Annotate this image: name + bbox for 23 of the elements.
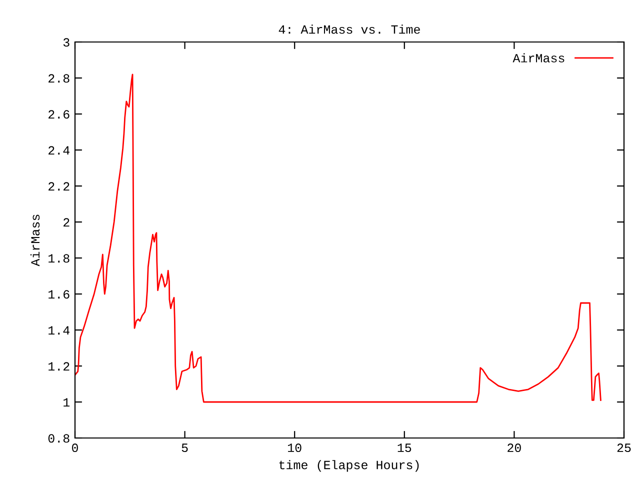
y-axis-title: AirMass: [30, 214, 40, 266]
y-tick-label: 2: [64, 218, 70, 227]
y-tick-label: 1: [64, 398, 70, 407]
chart-title: 4: AirMass vs. Time: [278, 24, 420, 34]
y-tick-label: 0.8: [48, 434, 70, 443]
y-tick-label: 1.2: [48, 362, 70, 371]
x-tick-label: 20: [508, 444, 521, 452]
y-tick-label: 1.4: [48, 326, 70, 335]
x-tick-label: 10: [288, 444, 302, 452]
x-tick-label: 0: [72, 444, 78, 452]
y-tick-label: 3: [63, 38, 70, 47]
y-tick-label: 2.2: [48, 182, 70, 191]
x-axis-title: time (Elapse Hours): [279, 460, 419, 472]
x-tick-label: 15: [398, 444, 412, 452]
y-tick-label: 2.8: [48, 74, 70, 83]
y-tick-label: 1.6: [48, 290, 70, 299]
x-tick-label: 5: [182, 444, 188, 452]
line-series: [75, 74, 602, 403]
legend-label: AirMass: [512, 53, 564, 62]
y-tick-label: 2.4: [48, 146, 70, 155]
y-tick-label: 1.8: [48, 254, 70, 263]
y-tick-label: 2.6: [48, 110, 70, 119]
x-tick-label: 25: [617, 444, 631, 452]
